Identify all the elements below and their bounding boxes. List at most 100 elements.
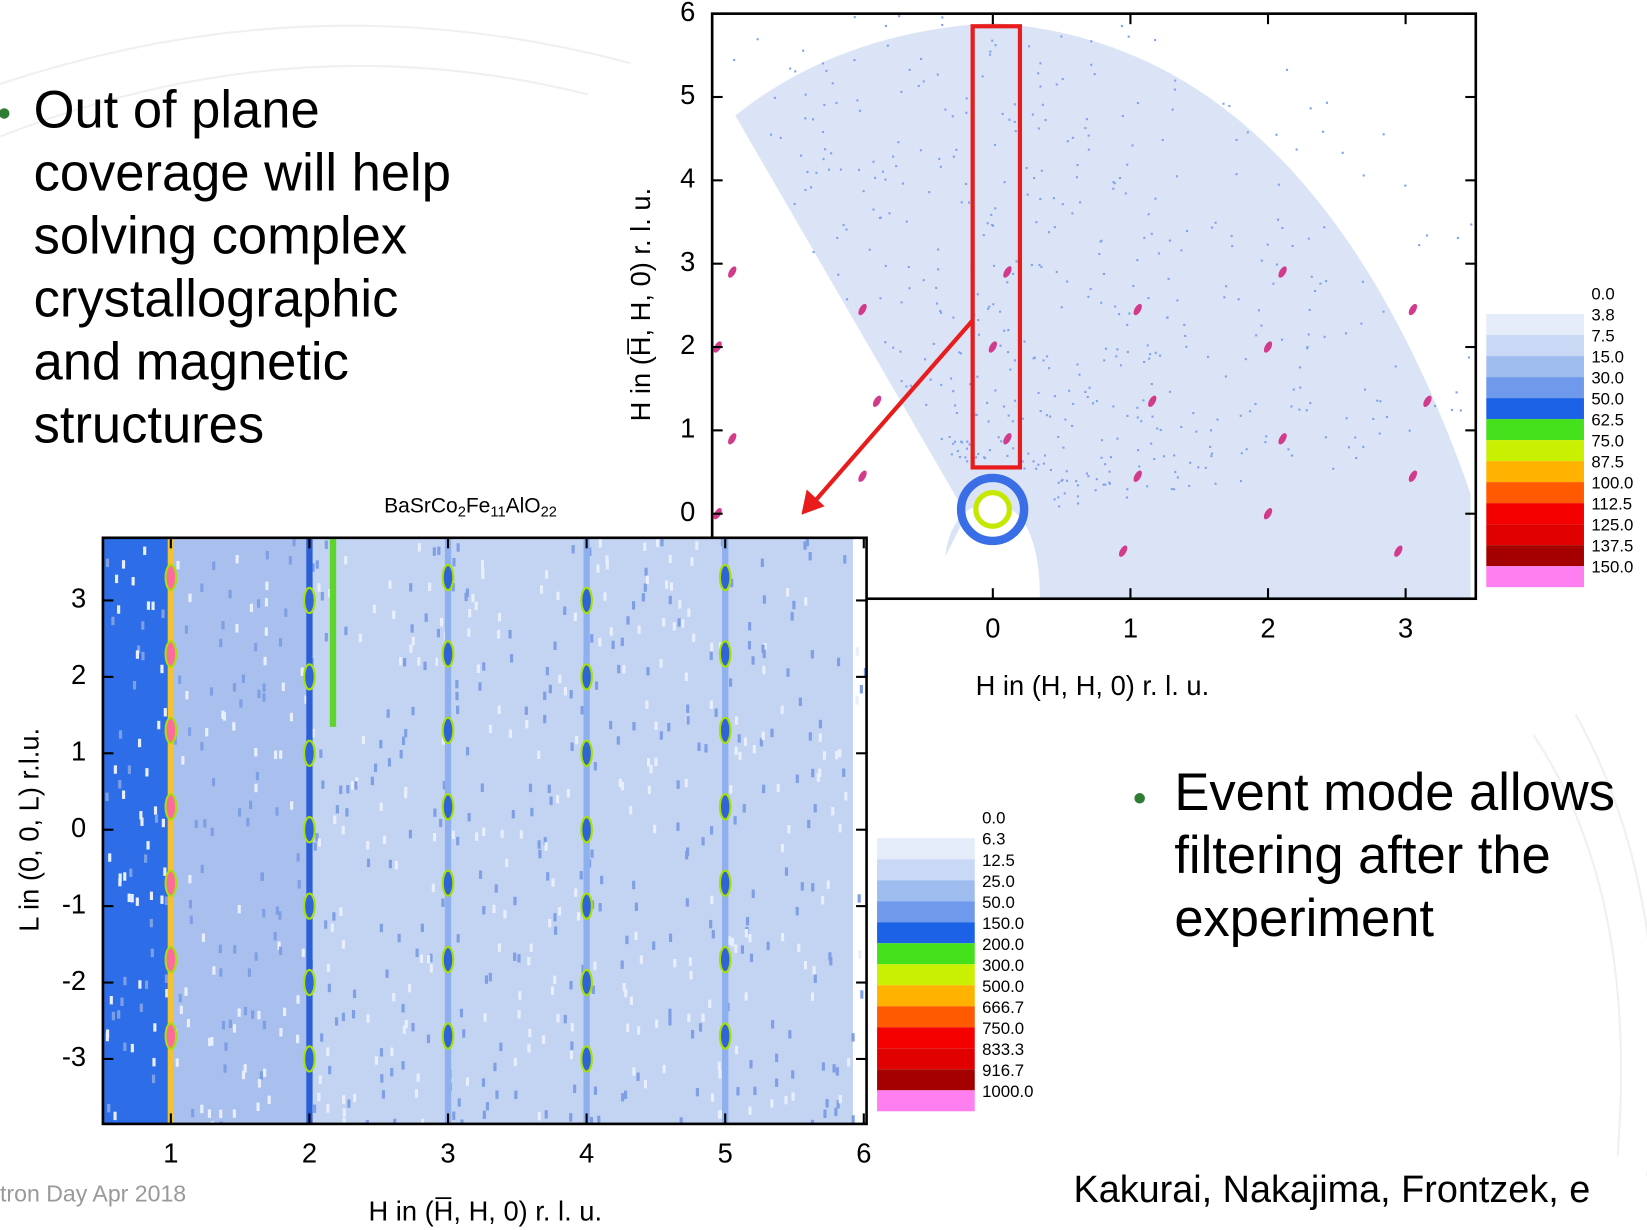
y-tick-label: 4 <box>680 163 695 194</box>
texture <box>581 964 585 974</box>
texture <box>1379 400 1382 403</box>
texture <box>974 413 977 416</box>
texture <box>505 858 509 868</box>
texture <box>123 872 127 881</box>
texture <box>822 130 825 133</box>
texture <box>114 574 119 584</box>
texture <box>598 539 602 548</box>
texture <box>247 968 251 977</box>
texture <box>573 1084 577 1094</box>
texture <box>898 15 901 18</box>
texture <box>1126 488 1129 491</box>
texture <box>488 972 492 982</box>
texture <box>1148 357 1151 360</box>
texture <box>232 1024 237 1033</box>
texture <box>465 1077 470 1086</box>
texture <box>370 776 374 786</box>
texture <box>690 557 694 566</box>
texture <box>260 872 265 881</box>
texture <box>456 836 460 846</box>
streak <box>167 537 174 1124</box>
texture <box>761 644 765 654</box>
texture <box>1025 167 1028 170</box>
texture <box>1013 359 1016 362</box>
texture <box>263 1068 267 1078</box>
texture <box>319 749 323 758</box>
peak <box>441 869 455 897</box>
texture <box>208 1037 212 1047</box>
texture <box>605 560 609 570</box>
texture <box>163 708 167 717</box>
arrow <box>812 318 975 504</box>
texture <box>1291 244 1294 247</box>
texture <box>200 1104 204 1114</box>
texture <box>588 547 592 556</box>
texture <box>1061 203 1064 206</box>
texture <box>519 830 523 839</box>
texture <box>579 871 583 880</box>
texture <box>262 908 266 918</box>
texture <box>654 721 658 730</box>
texture <box>753 1086 757 1096</box>
texture <box>151 1074 156 1084</box>
texture <box>281 682 285 692</box>
texture <box>517 1010 521 1019</box>
texture <box>977 333 981 336</box>
bragg-spot <box>1263 508 1273 520</box>
texture <box>570 742 574 751</box>
texture <box>899 350 902 353</box>
peak <box>580 968 593 997</box>
texture <box>744 929 748 938</box>
colorbar-band <box>877 838 975 860</box>
texture <box>734 944 738 953</box>
bragg-spot <box>1133 303 1142 316</box>
texture <box>965 447 969 450</box>
texture <box>379 1048 384 1057</box>
texture <box>1223 296 1226 299</box>
peak <box>580 1045 593 1073</box>
texture <box>956 450 959 453</box>
texture <box>932 342 935 345</box>
bragg-spot <box>1278 266 1287 278</box>
texture <box>611 640 615 650</box>
texture <box>241 1070 246 1080</box>
texture <box>900 380 903 383</box>
texture <box>1116 348 1119 351</box>
texture <box>780 933 785 942</box>
texture <box>965 182 968 185</box>
texture <box>1003 329 1006 332</box>
colorbar-band <box>1486 377 1584 399</box>
texture <box>320 1033 324 1042</box>
texture <box>238 808 242 817</box>
x-tick-label: 4 <box>579 1138 594 1169</box>
texture <box>804 117 807 120</box>
texture <box>464 592 468 602</box>
texture <box>511 810 515 819</box>
texture <box>1154 351 1157 354</box>
texture <box>668 933 673 942</box>
texture <box>950 377 953 380</box>
texture <box>1192 412 1195 415</box>
texture <box>1066 140 1069 143</box>
texture <box>681 619 685 628</box>
texture <box>773 96 776 99</box>
texture <box>737 734 741 743</box>
texture <box>835 1067 839 1076</box>
texture <box>1260 324 1263 327</box>
texture <box>1103 359 1106 362</box>
texture <box>624 988 628 998</box>
texture <box>922 80 925 83</box>
texture <box>736 1087 740 1096</box>
texture <box>411 1022 415 1032</box>
texture <box>800 882 804 891</box>
texture <box>528 1028 532 1038</box>
texture <box>580 706 584 715</box>
texture <box>312 1104 317 1113</box>
texture <box>1185 229 1189 232</box>
texture <box>1099 240 1102 243</box>
texture <box>1127 35 1130 38</box>
texture <box>351 781 355 790</box>
plot-frame <box>710 12 1478 601</box>
texture <box>762 665 766 675</box>
texture <box>432 547 436 556</box>
